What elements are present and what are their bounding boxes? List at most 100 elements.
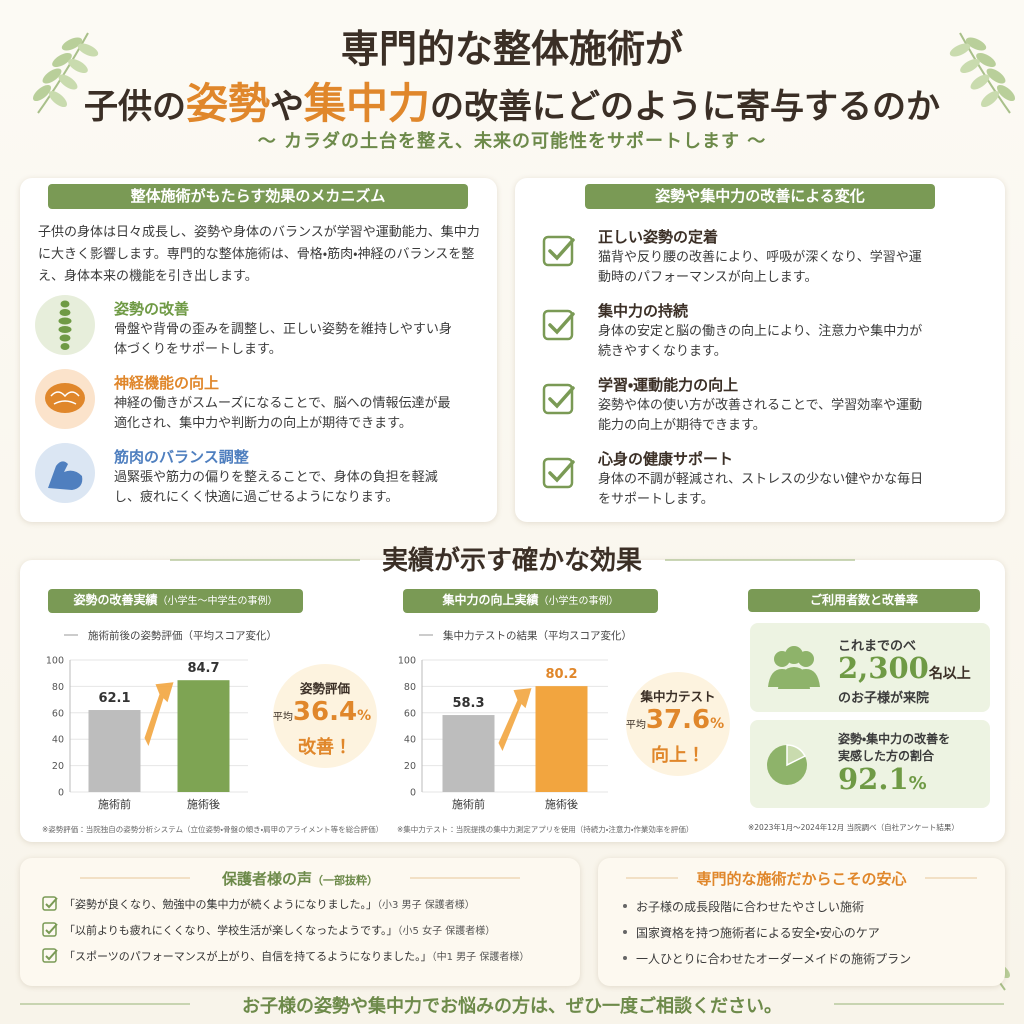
chart-title-pill: 姿勢の改善実績（小学生〜中学生の事例）: [48, 589, 303, 613]
y-tick-label: 80: [404, 682, 416, 693]
check-box: [42, 922, 57, 937]
mechanism-icon: [35, 295, 95, 355]
callout-suffix: 向上！: [651, 745, 705, 766]
chart-title-pill: 集中力の向上実績（小学生の事例）: [403, 589, 658, 613]
check-mark: [45, 897, 58, 909]
bullet-dot: [623, 930, 627, 934]
leaf: [996, 84, 1016, 102]
users-post: のお子様が来院: [838, 691, 930, 706]
y-tick-label: 60: [52, 708, 64, 719]
leaf: [52, 53, 72, 67]
mechanism-intro: 子供の身体は日々成長し、姿勢や身体のバランスが学習や運動能力、集中力に大きく影響…: [38, 225, 480, 284]
check-icon: [542, 457, 575, 489]
stats-title: ご利用者数と改善率: [748, 589, 980, 612]
voice-row: 「スポーツのパフォーマンスが上がり、自信を持てるようになりました。」（中1 男子…: [64, 948, 529, 964]
value-label: 58.3: [452, 696, 484, 711]
voice-row: 「以前よりも疲れにくくなり、学校生活が楽しくなったようです。」（小5 女子 保護…: [64, 922, 495, 938]
rate-number-row: 92.1%: [838, 762, 927, 796]
chart-subtitle: 施術前後の姿勢評価（平均スコア変化）: [88, 629, 277, 642]
title-line-1: 専門的な整体施術が: [340, 26, 683, 71]
value-label: 62.1: [98, 691, 130, 706]
voice-who: （中1 男子 保護者様）: [431, 952, 530, 963]
growth-arrow: [498, 688, 532, 752]
assurance-item: 国家資格を持つ施術者による安全・安心のケア: [636, 926, 880, 940]
bullet: [623, 956, 627, 960]
leaf: [58, 74, 78, 90]
leaf-decoration: [949, 32, 1016, 114]
check-box: [542, 457, 574, 489]
voice-check: [42, 948, 58, 963]
mechanism-item-text: 神経の働きがスムーズになることで、脳への情報伝達が最適化され、集中力や判断力の向…: [114, 396, 451, 431]
voices-title-row: 保護者様の声（一部抜粋）: [20, 868, 580, 889]
check-box: [542, 235, 574, 267]
rate-line-1: 姿勢・集中力の改善を: [838, 732, 951, 746]
change-item-title: 学習・運動能力の向上: [598, 376, 739, 394]
leaf: [965, 37, 987, 51]
callout-value-row: 平均36.4%: [267, 697, 377, 733]
y-tick-label: 20: [404, 761, 416, 772]
mechanism-icon: [35, 369, 95, 429]
callout-value: 36.4: [292, 697, 358, 727]
change-item-text: 身体の安定と脳の働きの向上により、注意力や集中力が続きやすくなります。: [598, 324, 923, 359]
check-mark: [45, 949, 58, 961]
changes-card: 姿勢や集中力の改善による変化 正しい姿勢の定着 猫背や反り腰の改善により、呼吸が深く…: [515, 178, 1005, 522]
spine-bone: [59, 334, 71, 342]
subtitle: 〜 カラダの土台を整え、未来の可能性をサポートします 〜: [257, 131, 767, 152]
leaf: [949, 43, 971, 57]
icon-circle: [35, 295, 95, 355]
leaf: [976, 53, 996, 67]
y-tick-label: 60: [404, 708, 416, 719]
results-card: 姿勢の改善実績（小学生〜中学生の事例） 施術前後の姿勢評価（平均スコア変化） 0 20…: [20, 560, 1005, 842]
check-icon: [542, 309, 575, 341]
voice-check: [42, 922, 58, 937]
spine-bone: [60, 300, 70, 308]
stats-note: ※2023年1月〜2024年12月 当院調べ（自社アンケート結果）: [748, 823, 959, 832]
callout-prefix: 平均: [625, 720, 646, 731]
y-tick-label: 100: [398, 656, 416, 667]
callout-value-row: 平均37.6%: [620, 705, 730, 741]
voices-card: 保護者様の声（一部抜粋） 「姿勢が良くなり、勉強中の集中力が続くようになりました。…: [20, 858, 580, 986]
check-icon: [542, 235, 575, 267]
y-tick-label: 0: [58, 788, 64, 799]
y-tick-label: 20: [52, 761, 64, 772]
bullet: [623, 930, 627, 934]
voice-who: （小5 女子 保護者様）: [397, 926, 496, 937]
mechanism-card: 整体施術がもたらす効果のメカニズム 子供の身体は日々成長し、姿勢や身体のバランスが…: [20, 178, 497, 522]
assurance-rules: [626, 877, 977, 879]
chart-title: 集中力の向上実績: [442, 593, 539, 607]
leaf: [970, 74, 990, 90]
brain: [45, 383, 85, 413]
bar: [442, 715, 495, 792]
people-icon: [768, 646, 820, 689]
mechanism-icon: [35, 443, 95, 503]
footer-rules: [20, 1003, 1004, 1005]
mechanism-item-text: 骨盤や背骨の歪みを調整し、正しい姿勢を維持しやすい身体づくりをサポートします。: [114, 322, 452, 357]
spine-bone: [58, 317, 72, 325]
rate-number: 92.1: [838, 762, 909, 796]
leaf-group: [32, 32, 99, 114]
leaf-group: [949, 32, 1016, 114]
spine-bone: [59, 309, 71, 316]
check-box: [542, 309, 574, 341]
results-title: 実績が示す確かな効果: [381, 546, 642, 576]
title-segment: の改善にどのように寄与するのか: [430, 87, 941, 127]
bar: [88, 710, 141, 792]
leaf: [77, 43, 99, 57]
assurance-item: 一人ひとりに合わせたオーダーメイドの施術プラン: [636, 952, 912, 966]
results-heading-lines: [170, 559, 855, 561]
bar-chart: 集中力テストの結果（平均スコア変化） 0 20 40 60 80 100 58.3 施術前 80.…: [397, 629, 693, 834]
voice-check: [42, 896, 58, 911]
leaf: [42, 68, 62, 84]
title-segment: 子供の: [83, 87, 186, 127]
users-unit: 名以上: [928, 666, 971, 682]
voice-row: 「姿勢が良くなり、勉強中の集中力が続くようになりました。」（小3 男子 保護者様…: [64, 896, 475, 912]
callout: 集中力テスト 平均37.6% 向上！: [626, 672, 730, 776]
voices-title-note: （一部抜粋）: [312, 874, 378, 887]
callout-value: 37.6: [645, 705, 711, 735]
assurance-title: 専門的な施術だからこその安心: [696, 870, 907, 888]
change-item-title: 正しい姿勢の定着: [598, 228, 719, 246]
leaf-decoration: [32, 32, 99, 114]
changes-title: 姿勢や集中力の改善による変化: [585, 184, 935, 209]
mechanism-item-title: 神経機能の向上: [114, 374, 220, 392]
